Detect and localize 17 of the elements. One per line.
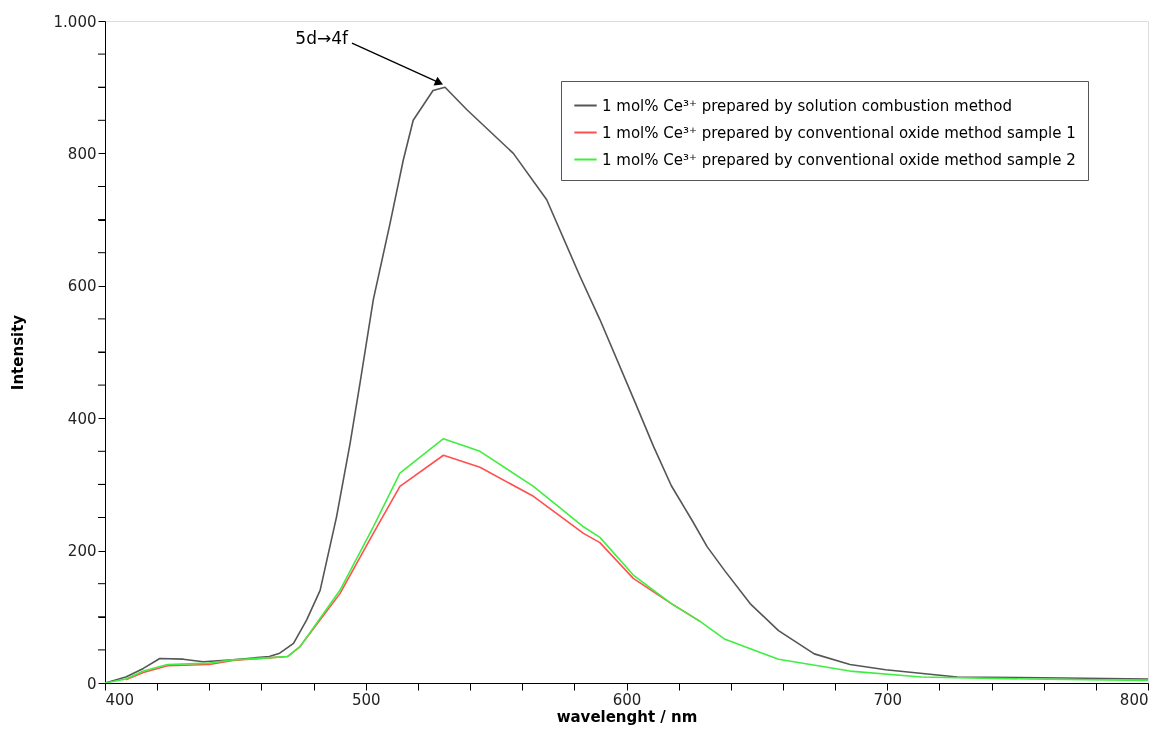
y-axis-title: Intensity bbox=[8, 314, 27, 391]
x-axis-title: wavelenght / nm bbox=[556, 707, 698, 726]
legend-label: 1 mol% Ce³⁺ prepared by conventional oxide method sample 2 bbox=[602, 150, 1076, 169]
legend-label: 1 mol% Ce³⁺ prepared by solution combustion method bbox=[602, 96, 1012, 115]
annotation: 5d→4f bbox=[295, 28, 349, 49]
legend-label: 1 mol% Ce³⁺ prepared by conventional oxide method sample 1 bbox=[602, 123, 1076, 142]
x-tick-label: 700 bbox=[873, 690, 903, 709]
y-tick-label: 1.000 bbox=[53, 12, 97, 31]
y-tick-label: 0 bbox=[86, 674, 97, 693]
x-tick-label: 600 bbox=[612, 690, 642, 709]
x-tick-label: 500 bbox=[351, 690, 381, 709]
x-tick-label: 800 bbox=[1119, 690, 1149, 709]
x-tick-label: 400 bbox=[105, 690, 135, 709]
y-tick-label: 800 bbox=[67, 144, 97, 163]
y-tick-label: 200 bbox=[67, 542, 97, 561]
y-tick-label: 400 bbox=[67, 409, 97, 428]
y-tick-label: 600 bbox=[67, 277, 97, 296]
